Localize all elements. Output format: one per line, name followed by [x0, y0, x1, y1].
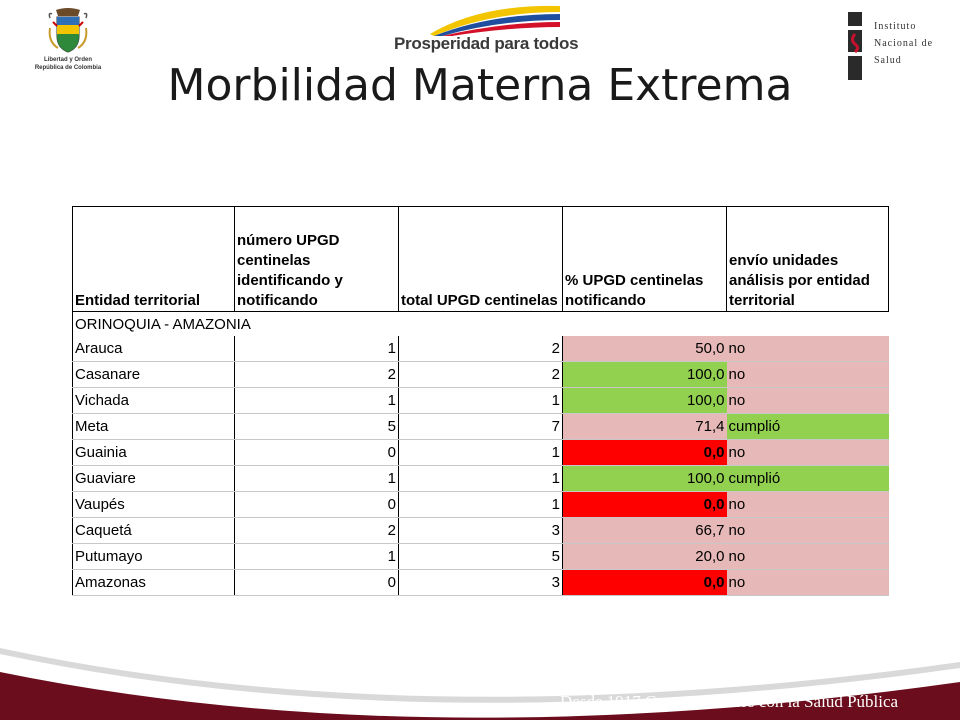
cell-entidad: Guainia — [72, 439, 235, 466]
cell-numero: 1 — [234, 387, 399, 414]
cell-entidad: Casanare — [72, 361, 235, 388]
motto-line-2: República de Colombia — [34, 65, 102, 71]
cell-envio: no — [726, 569, 889, 596]
cell-entidad: Putumayo — [72, 543, 235, 570]
cell-numero: 2 — [234, 517, 399, 544]
table-row: Amazonas 0 3 0,0 no — [72, 569, 889, 596]
header-envio: envío unidades análisis por entidad terr… — [726, 206, 889, 312]
cell-envio: no — [726, 387, 889, 414]
cell-pct: 0,0 — [562, 569, 727, 596]
cell-envio: no — [726, 361, 889, 388]
cell-envio: cumplió — [726, 413, 889, 440]
coat-of-arms-icon — [48, 8, 88, 53]
header-numero-upgd: número UPGD centinelas identificando y n… — [234, 206, 399, 312]
cell-entidad: Arauca — [72, 336, 235, 362]
cell-numero: 0 — [234, 569, 399, 596]
cell-numero: 0 — [234, 491, 399, 518]
cell-entidad: Vichada — [72, 387, 235, 414]
page-title: Morbilidad Materna Extrema — [167, 60, 793, 111]
coat-of-arms-motto: Libertad y Orden República de Colombia — [28, 56, 108, 72]
cell-pct: 20,0 — [562, 543, 727, 570]
cell-pct: 100,0 — [562, 465, 727, 492]
header-total-upgd: total UPGD centinelas — [398, 206, 563, 312]
cell-numero: 0 — [234, 439, 399, 466]
cell-numero: 2 — [234, 361, 399, 388]
cell-pct: 0,0 — [562, 491, 727, 518]
header-entidad: Entidad territorial — [72, 206, 235, 312]
upgd-table: Entidad territorial número UPGD centinel… — [72, 206, 889, 596]
cell-entidad: Meta — [72, 413, 235, 440]
table-header-row: Entidad territorial número UPGD centinel… — [72, 206, 889, 312]
cell-envio: no — [726, 543, 889, 570]
ins-logo: Instituto Nacional de Salud — [840, 12, 950, 80]
ins-text: Instituto Nacional de Salud — [874, 18, 933, 69]
cell-envio: no — [726, 439, 889, 466]
prosperidad-logo: Prosperidad para todos — [380, 0, 590, 64]
table-row: Vaupés 0 1 0,0 no — [72, 491, 889, 518]
cell-envio: no — [726, 491, 889, 518]
table-row: Guaviare 1 1 100,0 cumplió — [72, 465, 889, 492]
colombia-coat-of-arms-logo: Libertad y Orden República de Colombia — [28, 8, 108, 84]
cell-total: 1 — [398, 491, 563, 518]
table-row: Casanare 2 2 100,0 no — [72, 361, 889, 388]
ins-line-3: Salud — [874, 55, 902, 66]
cell-envio: cumplió — [726, 465, 889, 492]
cell-pct: 71,4 — [562, 413, 727, 440]
footer-text: Desde 1917 Comprometidos con la Salud Pú… — [560, 692, 899, 711]
cell-total: 3 — [398, 517, 563, 544]
cell-total: 1 — [398, 465, 563, 492]
cell-envio: no — [726, 517, 889, 544]
footer-band — [0, 648, 960, 720]
motto-line-1: Libertad y Orden — [43, 57, 92, 63]
table-row: Arauca 1 2 50,0 no — [72, 336, 889, 362]
header-pct-upgd: % UPGD centinelas notificando — [562, 206, 727, 312]
cell-pct: 50,0 — [562, 336, 727, 362]
cell-pct: 0,0 — [562, 439, 727, 466]
table-row: Caquetá 2 3 66,7 no — [72, 517, 889, 544]
cell-pct: 100,0 — [562, 387, 727, 414]
cell-total: 5 — [398, 543, 563, 570]
prosperidad-text: Prosperidad para todos — [394, 34, 579, 53]
cell-envio: no — [726, 336, 889, 362]
ins-line-1: Instituto — [874, 21, 917, 32]
cell-numero: 1 — [234, 336, 399, 362]
ins-mark-icon — [848, 12, 862, 80]
cell-entidad: Caquetá — [72, 517, 235, 544]
cell-total: 2 — [398, 336, 563, 362]
region-label: ORINOQUIA - AMAZONIA — [72, 311, 889, 336]
cell-numero: 1 — [234, 465, 399, 492]
table-row: Vichada 1 1 100,0 no — [72, 387, 889, 414]
cell-total: 2 — [398, 361, 563, 388]
cell-total: 1 — [398, 439, 563, 466]
cell-pct: 66,7 — [562, 517, 727, 544]
cell-pct: 100,0 — [562, 361, 727, 388]
table-row: Putumayo 1 5 20,0 no — [72, 543, 889, 570]
flag-swoosh-icon — [430, 5, 560, 36]
table-row: Meta 5 7 71,4 cumplió — [72, 413, 889, 440]
cell-numero: 5 — [234, 413, 399, 440]
cell-total: 1 — [398, 387, 563, 414]
cell-entidad: Guaviare — [72, 465, 235, 492]
cell-total: 7 — [398, 413, 563, 440]
ins-line-2: Nacional de — [874, 38, 934, 49]
cell-entidad: Vaupés — [72, 491, 235, 518]
table-row: Guainia 0 1 0,0 no — [72, 439, 889, 466]
cell-numero: 1 — [234, 543, 399, 570]
cell-total: 3 — [398, 569, 563, 596]
region-row: ORINOQUIA - AMAZONIA — [72, 311, 889, 336]
cell-entidad: Amazonas — [72, 569, 235, 596]
